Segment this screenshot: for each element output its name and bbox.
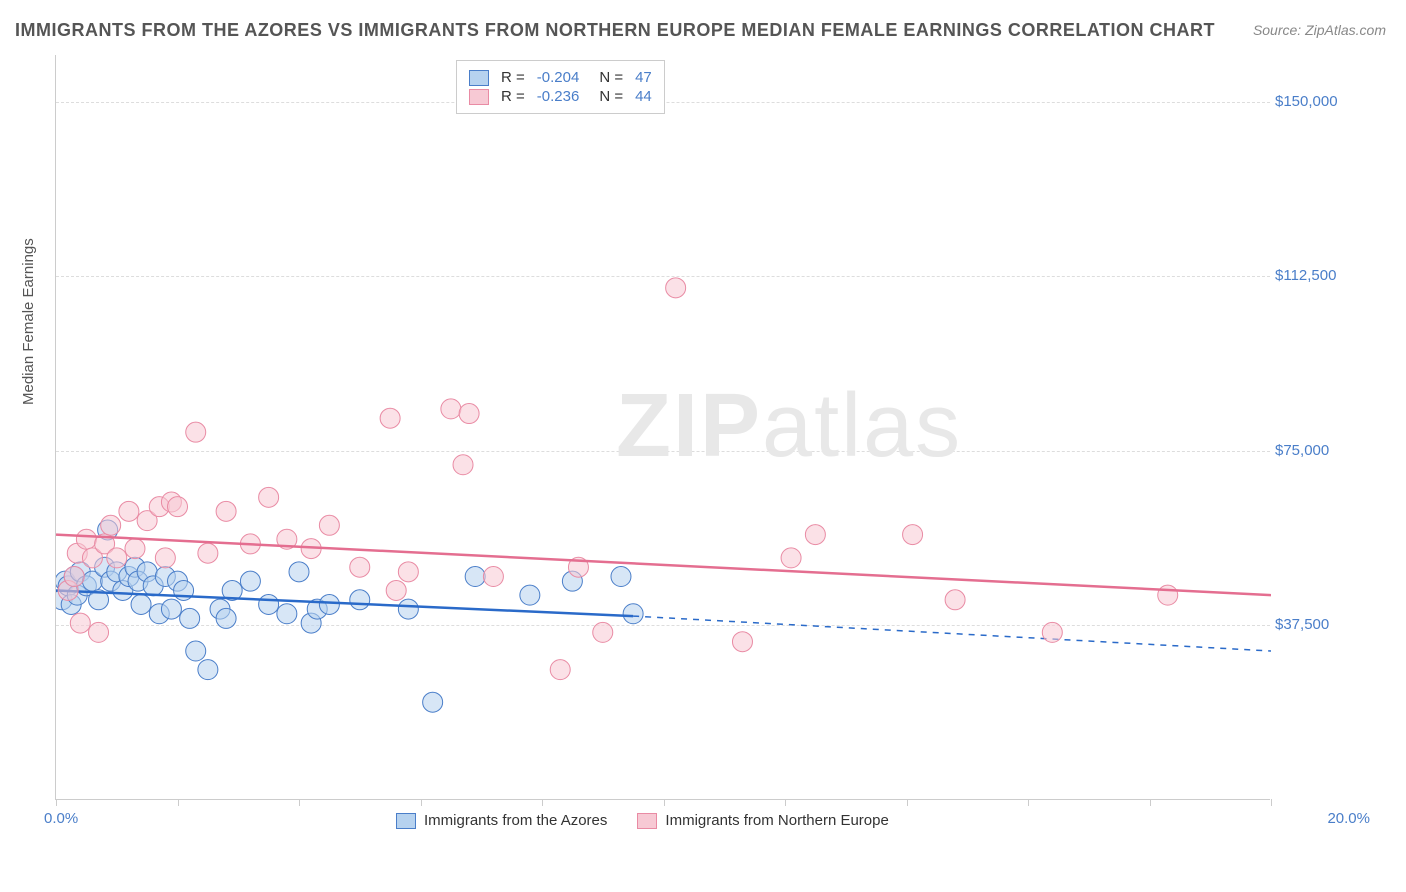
data-point bbox=[350, 557, 370, 577]
correlation-legend: R = -0.204 N = 47 R = -0.236 N = 44 bbox=[456, 60, 665, 114]
data-point bbox=[319, 515, 339, 535]
data-point bbox=[465, 567, 485, 587]
legend-r-value: -0.236 bbox=[537, 88, 580, 105]
data-point bbox=[70, 613, 90, 633]
data-point bbox=[131, 594, 151, 614]
x-tick-mark bbox=[56, 799, 57, 806]
data-point bbox=[319, 594, 339, 614]
data-point bbox=[64, 567, 84, 587]
series-legend-item: Immigrants from the Azores bbox=[396, 812, 607, 829]
data-point bbox=[459, 404, 479, 424]
source-attribution: Source: ZipAtlas.com bbox=[1253, 22, 1386, 38]
data-point bbox=[945, 590, 965, 610]
legend-r-value: -0.204 bbox=[537, 69, 580, 86]
data-point bbox=[483, 567, 503, 587]
data-point bbox=[259, 594, 279, 614]
data-point bbox=[623, 604, 643, 624]
scatter-svg bbox=[56, 55, 1271, 800]
data-point bbox=[161, 599, 181, 619]
data-point bbox=[259, 487, 279, 507]
legend-swatch bbox=[637, 813, 657, 829]
data-point bbox=[423, 692, 443, 712]
data-point bbox=[611, 567, 631, 587]
y-tick-label: $150,000 bbox=[1275, 93, 1365, 110]
legend-n-value: 47 bbox=[635, 69, 652, 86]
data-point bbox=[107, 548, 127, 568]
series-legend-label: Immigrants from the Azores bbox=[424, 812, 607, 829]
x-tick-mark bbox=[785, 799, 786, 806]
data-point bbox=[441, 399, 461, 419]
data-point bbox=[903, 525, 923, 545]
trend-line-extrapolated bbox=[633, 616, 1271, 651]
series-legend-label: Immigrants from Northern Europe bbox=[665, 812, 888, 829]
data-point bbox=[277, 604, 297, 624]
x-tick-mark bbox=[542, 799, 543, 806]
data-point bbox=[89, 622, 109, 642]
legend-swatch bbox=[396, 813, 416, 829]
data-point bbox=[781, 548, 801, 568]
x-tick-mark bbox=[421, 799, 422, 806]
x-axis-min-label: 0.0% bbox=[44, 810, 78, 827]
data-point bbox=[216, 608, 236, 628]
data-point bbox=[520, 585, 540, 605]
legend-r-label: R = bbox=[501, 69, 525, 86]
x-tick-mark bbox=[664, 799, 665, 806]
correlation-legend-row: R = -0.236 N = 44 bbox=[469, 88, 652, 105]
x-tick-mark bbox=[178, 799, 179, 806]
data-point bbox=[593, 622, 613, 642]
x-tick-mark bbox=[1150, 799, 1151, 806]
chart-container: Median Female Earnings ZIPatlas R =-0.20… bbox=[55, 55, 1375, 825]
data-point bbox=[125, 539, 145, 559]
x-tick-mark bbox=[907, 799, 908, 806]
data-point bbox=[398, 599, 418, 619]
y-tick-label: $112,500 bbox=[1275, 267, 1365, 284]
plot-area: ZIPatlas R =-0.204 N =47 R =-0.236 N =44… bbox=[55, 55, 1270, 800]
legend-swatch bbox=[469, 70, 489, 86]
data-point bbox=[550, 660, 570, 680]
y-tick-label: $75,000 bbox=[1275, 442, 1365, 459]
data-point bbox=[198, 660, 218, 680]
data-point bbox=[186, 422, 206, 442]
series-legend: Immigrants from the Azores Immigrants fro… bbox=[396, 812, 889, 829]
data-point bbox=[101, 515, 121, 535]
x-tick-mark bbox=[1028, 799, 1029, 806]
y-axis-label: Median Female Earnings bbox=[20, 238, 37, 405]
data-point bbox=[289, 562, 309, 582]
data-point bbox=[1042, 622, 1062, 642]
data-point bbox=[666, 278, 686, 298]
data-point bbox=[732, 632, 752, 652]
data-point bbox=[453, 455, 473, 475]
data-point bbox=[186, 641, 206, 661]
data-point bbox=[240, 571, 260, 591]
correlation-legend-row: R = -0.204 N = 47 bbox=[469, 69, 652, 86]
data-point bbox=[168, 497, 188, 517]
data-point bbox=[76, 529, 96, 549]
legend-r-label: R = bbox=[501, 88, 525, 105]
data-point bbox=[805, 525, 825, 545]
data-point bbox=[198, 543, 218, 563]
data-point bbox=[119, 501, 139, 521]
y-tick-label: $37,500 bbox=[1275, 616, 1365, 633]
series-legend-item: Immigrants from Northern Europe bbox=[637, 812, 888, 829]
x-tick-mark bbox=[1271, 799, 1272, 806]
x-tick-mark bbox=[299, 799, 300, 806]
data-point bbox=[1158, 585, 1178, 605]
legend-n-label: N = bbox=[599, 88, 623, 105]
data-point bbox=[350, 590, 370, 610]
x-axis-max-label: 20.0% bbox=[1327, 810, 1370, 827]
legend-swatch bbox=[469, 89, 489, 105]
chart-title: IMMIGRANTS FROM THE AZORES VS IMMIGRANTS… bbox=[15, 20, 1215, 41]
data-point bbox=[180, 608, 200, 628]
data-point bbox=[386, 580, 406, 600]
legend-n-label: N = bbox=[599, 69, 623, 86]
data-point bbox=[398, 562, 418, 582]
data-point bbox=[155, 548, 175, 568]
data-point bbox=[216, 501, 236, 521]
data-point bbox=[380, 408, 400, 428]
legend-n-value: 44 bbox=[635, 88, 652, 105]
